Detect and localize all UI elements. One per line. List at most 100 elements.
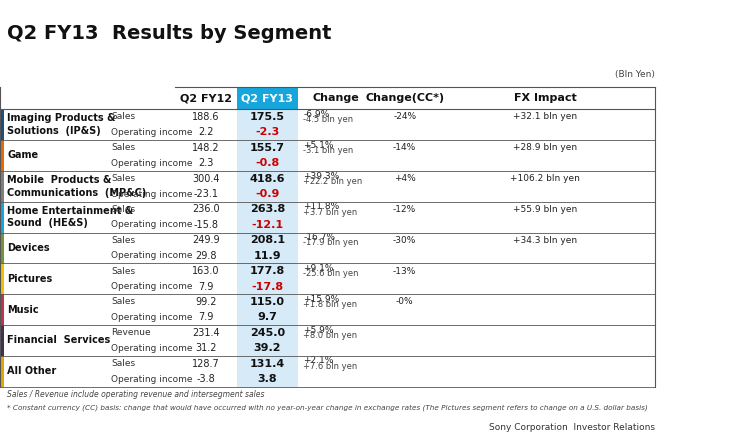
Text: 29.8: 29.8 [195, 251, 217, 261]
Text: Operating income: Operating income [111, 313, 192, 322]
Text: All Other: All Other [7, 366, 57, 376]
Bar [0, 325, 4, 356]
Text: Sales: Sales [111, 112, 136, 121]
Text: 128.7: 128.7 [192, 359, 220, 369]
Text: Sales: Sales [111, 236, 136, 245]
Bar [0, 171, 4, 202]
Text: Operating income: Operating income [111, 251, 192, 260]
Text: -30%: -30% [393, 236, 416, 245]
Text: Operating income: Operating income [111, 282, 192, 291]
Text: 7.9: 7.9 [198, 281, 214, 291]
Text: 245.0: 245.0 [250, 328, 285, 338]
Text: Q2 FY13  Results by Segment: Q2 FY13 Results by Segment [7, 24, 331, 43]
Text: -24%: -24% [393, 112, 416, 121]
Text: -0.9: -0.9 [255, 189, 279, 199]
Text: -13%: -13% [393, 267, 416, 276]
Text: 31.2: 31.2 [195, 343, 217, 353]
Text: +106.2 bln yen: +106.2 bln yen [510, 174, 580, 183]
Text: Change: Change [312, 94, 359, 103]
Text: 188.6: 188.6 [192, 112, 220, 122]
Text: +9.1%: +9.1% [303, 264, 334, 273]
Text: 208.1: 208.1 [250, 235, 285, 245]
Text: +3.7 bln yen: +3.7 bln yen [303, 208, 357, 217]
Text: (Bln Yen): (Bln Yen) [615, 69, 655, 79]
Text: 115.0: 115.0 [250, 297, 284, 307]
Text: Operating income: Operating income [111, 344, 192, 353]
Text: Home Entertainment &
Sound  (HE&S): Home Entertainment & Sound (HE&S) [7, 206, 133, 229]
Text: Music: Music [7, 305, 39, 315]
Text: Imaging Products &
Solutions  (IP&S): Imaging Products & Solutions (IP&S) [7, 114, 116, 136]
Text: 177.8: 177.8 [250, 266, 285, 276]
Text: Operating income: Operating income [111, 190, 192, 198]
Bar [0, 232, 4, 264]
Text: +7.6 bln yen: +7.6 bln yen [303, 362, 357, 371]
Text: Q2 FY12: Q2 FY12 [180, 94, 232, 103]
Text: +5.1%: +5.1% [303, 141, 334, 149]
Text: -6.9%: -6.9% [303, 110, 329, 119]
Text: Game: Game [7, 150, 38, 160]
Text: -15.8: -15.8 [194, 220, 219, 230]
Text: 131.4: 131.4 [250, 359, 285, 369]
Text: +5.9%: +5.9% [303, 326, 334, 335]
Text: Sales: Sales [111, 359, 136, 368]
Text: Pictures: Pictures [7, 274, 52, 284]
Text: -16.7%: -16.7% [303, 233, 335, 242]
Bar [0, 294, 4, 325]
Text: 39.2: 39.2 [254, 343, 281, 353]
Text: Sales: Sales [111, 267, 136, 276]
Text: +22.2 bln yen: +22.2 bln yen [303, 177, 363, 186]
Text: 99.2: 99.2 [195, 297, 217, 307]
Bar [0, 140, 4, 171]
Text: Sony Corporation  Investor Relations: Sony Corporation Investor Relations [489, 423, 655, 432]
Text: Financial  Services: Financial Services [7, 336, 111, 346]
Bar [237, 87, 298, 109]
Text: -0%: -0% [396, 298, 413, 306]
Text: -14%: -14% [393, 143, 416, 152]
Text: -2.3: -2.3 [255, 127, 279, 137]
Text: +39.3%: +39.3% [303, 171, 339, 180]
Text: 300.4: 300.4 [192, 173, 220, 184]
Text: 148.2: 148.2 [192, 143, 220, 153]
Text: +34.3 bln yen: +34.3 bln yen [513, 236, 577, 245]
Text: -3.1 bln yen: -3.1 bln yen [303, 146, 353, 155]
Text: +28.9 bln yen: +28.9 bln yen [513, 143, 577, 152]
Text: +1.8 bln yen: +1.8 bln yen [303, 300, 357, 309]
Text: 231.4: 231.4 [192, 328, 220, 338]
Text: +11.8%: +11.8% [303, 202, 339, 212]
Text: -17.9 bln yen: -17.9 bln yen [303, 239, 359, 247]
Text: Change(CC*): Change(CC*) [365, 94, 444, 103]
Text: 3.8: 3.8 [257, 374, 277, 384]
Text: Revenue: Revenue [111, 328, 151, 337]
Text: Operating income: Operating income [111, 159, 192, 168]
Text: -23.1: -23.1 [194, 189, 219, 199]
Text: FX Impact: FX Impact [514, 94, 576, 103]
Text: Operating income: Operating income [111, 375, 192, 384]
Text: Sales: Sales [111, 174, 136, 183]
Text: Q2 FY13: Q2 FY13 [242, 94, 293, 103]
Bar [0, 356, 4, 387]
Text: +8.0 bln yen: +8.0 bln yen [303, 331, 357, 340]
Text: 263.8: 263.8 [250, 205, 285, 215]
Text: -17.8: -17.8 [251, 281, 284, 291]
Bar [0, 264, 4, 294]
Text: 11.9: 11.9 [254, 251, 281, 261]
Text: 163.0: 163.0 [192, 266, 220, 276]
Text: Sales: Sales [111, 205, 136, 214]
Text: +15.9%: +15.9% [303, 295, 339, 304]
Text: 175.5: 175.5 [250, 112, 284, 122]
Text: -3.8: -3.8 [197, 374, 215, 384]
Text: +55.9 bln yen: +55.9 bln yen [513, 205, 577, 214]
Text: * Constant currency (CC) basis: change that would have occurred with no year-on-: * Constant currency (CC) basis: change t… [7, 404, 647, 411]
Text: Mobile  Products &
Communications  (MP&C): Mobile Products & Communications (MP&C) [7, 175, 147, 198]
Text: +32.1 bln yen: +32.1 bln yen [513, 112, 577, 121]
Text: 2.3: 2.3 [198, 158, 214, 168]
Text: Sales / Revenue include operating revenue and intersegment sales: Sales / Revenue include operating revenu… [7, 390, 264, 399]
Text: 249.9: 249.9 [192, 235, 220, 245]
Bar [0, 202, 4, 232]
Text: 2.2: 2.2 [198, 127, 214, 137]
Text: +2.1%: +2.1% [303, 357, 333, 365]
Text: -25.6 bln yen: -25.6 bln yen [303, 269, 359, 278]
Text: Operating income: Operating income [111, 128, 192, 137]
Text: Sales: Sales [111, 298, 136, 306]
Text: -12.1: -12.1 [251, 220, 284, 230]
